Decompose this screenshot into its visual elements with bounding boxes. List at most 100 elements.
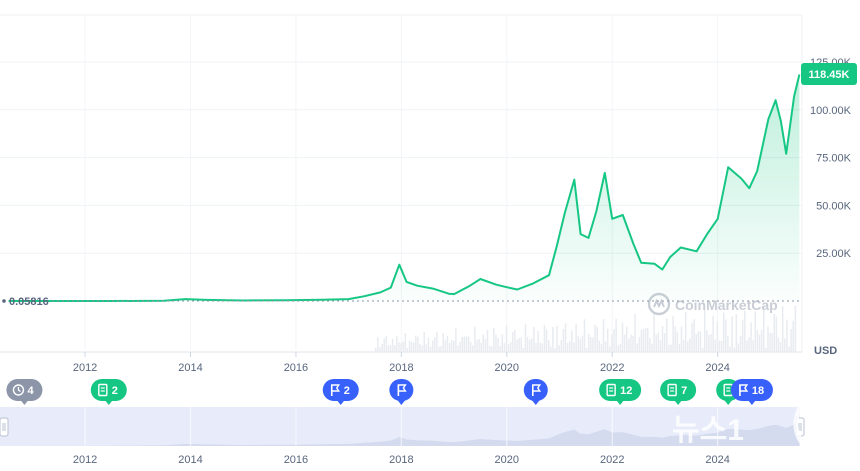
x-tick-label: 2014 <box>178 362 202 374</box>
history-icon <box>12 384 25 396</box>
x-axis: 2012 2014 2016 2018 2020 2022 2024 <box>73 352 730 374</box>
marker-pill <box>322 379 359 401</box>
marker-count: 7 <box>681 385 687 397</box>
volume-bar <box>642 328 645 352</box>
volume-bar <box>767 326 769 352</box>
price-area-fill <box>8 74 800 301</box>
volume-bar <box>737 343 740 352</box>
volume-bar <box>556 325 558 352</box>
volume-bar <box>727 335 729 352</box>
volume-bar <box>377 337 379 352</box>
volume-bar <box>531 338 533 352</box>
news-marker[interactable]: 7 <box>660 379 697 405</box>
volume-bar <box>604 341 607 352</box>
volume-bar <box>583 319 586 352</box>
volume-bar <box>505 325 508 352</box>
volume-bar <box>758 334 761 352</box>
volume-bar <box>465 336 468 352</box>
marker-pointer <box>397 400 406 405</box>
volume-bar <box>421 345 423 352</box>
news1-watermark: 뉴스1 <box>672 393 847 455</box>
volume-bar <box>636 343 638 352</box>
volume-bar <box>516 339 518 352</box>
volume-bar <box>497 337 499 352</box>
navigator-left-handle[interactable] <box>0 417 9 437</box>
event-marker[interactable] <box>523 379 548 405</box>
volume-bar <box>402 341 404 352</box>
volume-bar <box>429 346 432 352</box>
volume-bar <box>777 337 780 352</box>
volume-bar <box>665 318 668 352</box>
volume-bar <box>628 338 630 352</box>
news-marker[interactable]: 12 <box>599 379 642 405</box>
volume-bar <box>507 344 510 352</box>
volume-bar <box>653 312 655 352</box>
volume-bar <box>790 328 792 352</box>
navigator-area <box>8 423 800 446</box>
volume-bar <box>752 339 754 352</box>
event-marker[interactable] <box>389 379 414 405</box>
start-price-label: 0.05816 <box>2 296 49 308</box>
volume-bar <box>375 348 377 352</box>
event-marker[interactable]: 2 <box>322 379 359 405</box>
volume-bar <box>533 326 535 352</box>
volume-bar <box>514 329 516 352</box>
news-marker[interactable]: 2 <box>90 379 127 405</box>
navigator-tick-label: 2018 <box>389 454 413 466</box>
volume-bar <box>509 342 512 352</box>
volume-bar <box>615 318 617 352</box>
volume-bar <box>619 344 622 352</box>
flag-icon <box>531 384 542 396</box>
volume-bar <box>455 328 457 352</box>
volume-bar <box>697 331 700 352</box>
volume-bar <box>691 323 693 352</box>
marker-count: 18 <box>752 385 764 397</box>
volume-bar <box>486 330 489 352</box>
document-icon <box>606 383 616 397</box>
volume-bar <box>581 335 584 352</box>
volume-bar <box>687 341 689 352</box>
volume-bar <box>718 340 721 352</box>
volume-bar <box>484 338 487 352</box>
volume-bar <box>566 342 569 352</box>
volume-bar <box>746 340 748 352</box>
currency-label: USD <box>814 345 837 357</box>
volume-bar <box>621 322 624 352</box>
volume-bar <box>647 327 649 352</box>
volume-bar <box>762 305 765 352</box>
volume-bar <box>461 336 463 352</box>
document-icon <box>98 383 108 397</box>
volume-bar <box>503 342 506 352</box>
volume-bar <box>720 340 723 352</box>
volume-bar <box>412 342 415 352</box>
volume-bar <box>476 340 478 352</box>
volume-bar <box>482 334 485 352</box>
volume-bar <box>393 345 396 352</box>
marker-count: 2 <box>344 385 350 397</box>
event-markers[interactable]: 4 2 2 12 7 18 <box>6 379 773 405</box>
event-marker[interactable]: 18 <box>730 379 773 405</box>
volume-bar <box>434 337 436 352</box>
volume-bar <box>674 326 676 352</box>
volume-bar <box>632 335 634 352</box>
volume-bar <box>406 347 409 352</box>
x-tick-label: 2020 <box>495 362 519 374</box>
volume-bar <box>649 337 651 352</box>
marker-pill <box>90 379 127 401</box>
volume-bar <box>602 318 605 352</box>
volume-bar <box>562 328 565 352</box>
volume-bar <box>729 346 731 352</box>
volume-bar <box>501 334 504 352</box>
price-line <box>8 74 801 302</box>
marker-pointer <box>531 400 540 405</box>
volume-bar <box>539 342 541 352</box>
volume-bar <box>518 338 520 352</box>
history-marker[interactable]: 4 <box>6 379 43 405</box>
y-tick-label: 50.00K <box>816 200 852 212</box>
range-navigator[interactable] <box>0 407 805 446</box>
navigator-tick-label: 2014 <box>178 454 202 466</box>
svg-text:0.05816: 0.05816 <box>9 296 49 308</box>
volume-bar <box>611 334 613 352</box>
volume-bar <box>467 336 470 352</box>
